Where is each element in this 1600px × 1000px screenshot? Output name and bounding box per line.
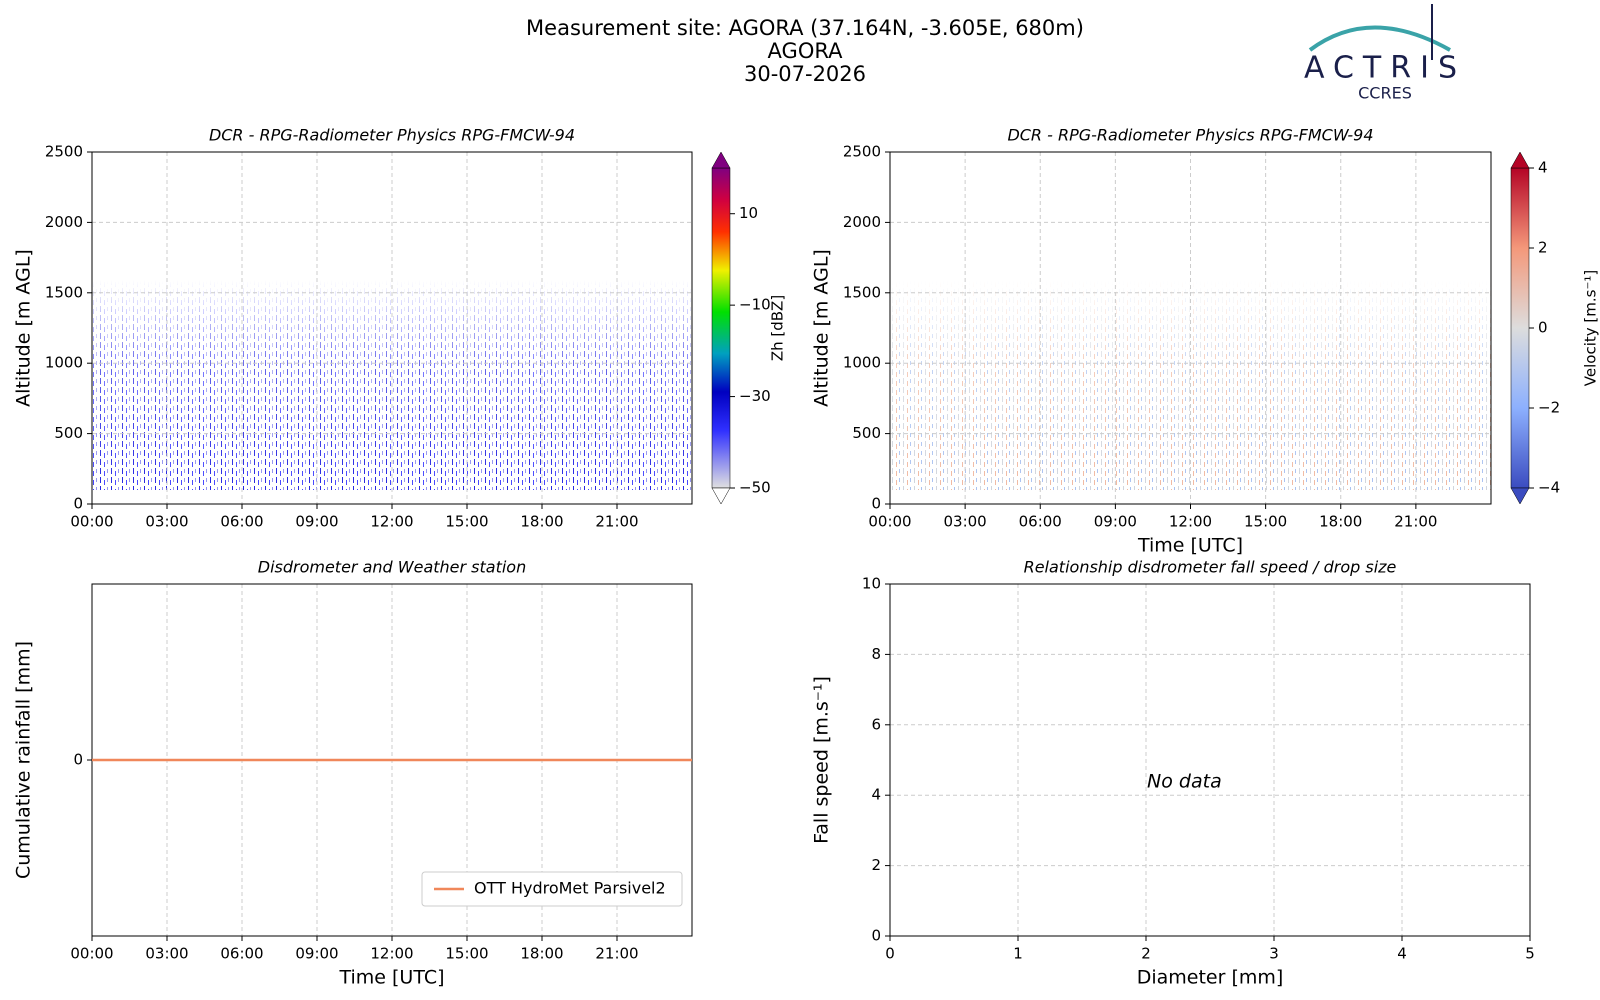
x-tick-label: 09:00 (295, 513, 338, 531)
title: AGORA (768, 39, 844, 63)
colorbar-extend (1510, 487, 1530, 505)
colorbar-tick-label: 0 (1538, 319, 1548, 337)
y-tick-label: 8 (871, 645, 881, 663)
x-tick-label: 21:00 (1394, 513, 1437, 531)
x-tick-label: 09:00 (295, 945, 338, 963)
x-tick-label: 00:00 (868, 513, 911, 531)
colorbar (1510, 167, 1530, 489)
colorbar-tick-label: −10 (739, 296, 771, 314)
x-axis-label: Time [UTC] (338, 967, 444, 989)
axes-frame (889, 151, 1492, 505)
colorbar-tick-label: −30 (739, 387, 771, 405)
colorbar-tick-label: −4 (1538, 479, 1560, 497)
y-tick-label: 4 (871, 786, 881, 804)
x-tick-label: 21:00 (595, 945, 638, 963)
y-tick-label: 1000 (843, 354, 881, 372)
y-tick-label: 10 (862, 575, 881, 593)
y-axis-label: Altitude [m AGL] (811, 249, 833, 407)
axes-title: DCR - RPG-Radiometer Physics RPG-FMCW-94 (1007, 126, 1373, 145)
logo-arc (1308, 25, 1451, 52)
x-tick-label: 09:00 (1094, 513, 1137, 531)
x-tick-label: 03:00 (145, 513, 188, 531)
x-tick-label: 15:00 (445, 945, 488, 963)
x-tick-label: 18:00 (520, 513, 563, 531)
axes-title: Disdrometer and Weather station (258, 558, 526, 577)
y-tick-label: 0 (73, 495, 83, 513)
logo-name: ACTRIS (1304, 51, 1466, 86)
colorbar-extend (711, 487, 731, 505)
colorbar (711, 167, 731, 489)
x-tick-label: 4 (1397, 945, 1407, 963)
x-tick-label: 12:00 (370, 513, 413, 531)
y-tick-label: 6 (871, 715, 881, 733)
x-tick-label: 03:00 (145, 945, 188, 963)
colorbar-tick-label: 4 (1538, 159, 1548, 177)
x-tick-label: 00:00 (70, 513, 113, 531)
axes-title: Relationship disdrometer fall speed / dr… (1024, 558, 1397, 577)
y-axis-label: Fall speed [m.s⁻¹] (811, 676, 833, 844)
x-tick-label: 00:00 (70, 945, 113, 963)
legend-box (421, 871, 683, 907)
x-tick-label: 0 (885, 945, 895, 963)
x-tick-label: 5 (1525, 945, 1535, 963)
logo-sub: CCRES (1358, 84, 1412, 103)
colorbar-tick-label: 10 (739, 204, 758, 222)
axes-title: DCR - RPG-Radiometer Physics RPG-FMCW-94 (209, 126, 575, 145)
x-tick-label: 06:00 (220, 513, 263, 531)
y-tick-label: 500 (54, 424, 83, 442)
axes-frame (889, 583, 1531, 937)
y-tick-label: 0 (871, 927, 881, 945)
x-axis-label: Time [UTC] (1137, 535, 1243, 557)
y-tick-label: 1500 (45, 283, 83, 301)
x-tick-label: 06:00 (220, 945, 263, 963)
colorbar-tick-label: 2 (1538, 239, 1548, 257)
colorbar-extend (711, 151, 731, 169)
annotation: No data (1147, 771, 1222, 793)
x-tick-label: 18:00 (1319, 513, 1362, 531)
x-tick-label: 12:00 (370, 945, 413, 963)
x-tick-label: 2 (1141, 945, 1151, 963)
y-tick-label: 2 (871, 856, 881, 874)
x-axis-label: Diameter [mm] (1137, 967, 1284, 989)
title: 30-07-2026 (744, 62, 866, 86)
colorbar-extend (1510, 151, 1530, 169)
y-tick-label: 0 (73, 751, 83, 769)
colorbar-tick-label: −50 (739, 479, 771, 497)
title: Measurement site: AGORA (37.164N, -3.605… (526, 16, 1084, 40)
y-tick-label: 2500 (843, 143, 881, 161)
x-tick-label: 03:00 (944, 513, 987, 531)
x-tick-label: 21:00 (595, 513, 638, 531)
y-axis-label: Cumulative rainfall [mm] (13, 641, 35, 879)
x-tick-label: 06:00 (1019, 513, 1062, 531)
y-axis-label: Altitude [m AGL] (13, 249, 35, 407)
x-tick-label: 15:00 (1244, 513, 1287, 531)
y-tick-label: 2000 (45, 213, 83, 231)
y-tick-label: 0 (871, 495, 881, 513)
colorbar-tick-label: −2 (1538, 399, 1560, 417)
y-tick-label: 1500 (843, 283, 881, 301)
x-tick-label: 18:00 (520, 945, 563, 963)
colorbar-label: Velocity [m.s⁻¹] (1582, 270, 1600, 386)
y-tick-label: 500 (852, 424, 881, 442)
x-tick-label: 15:00 (445, 513, 488, 531)
y-tick-label: 2500 (45, 143, 83, 161)
y-tick-label: 2000 (843, 213, 881, 231)
x-tick-label: 3 (1269, 945, 1279, 963)
x-tick-label: 1 (1013, 945, 1023, 963)
legend-label: OTT HydroMet Parsivel2 (474, 879, 666, 898)
x-tick-label: 12:00 (1169, 513, 1212, 531)
y-tick-label: 1000 (45, 354, 83, 372)
colorbar-label: Zh [dBZ] (769, 295, 787, 361)
axes-frame (91, 151, 693, 505)
